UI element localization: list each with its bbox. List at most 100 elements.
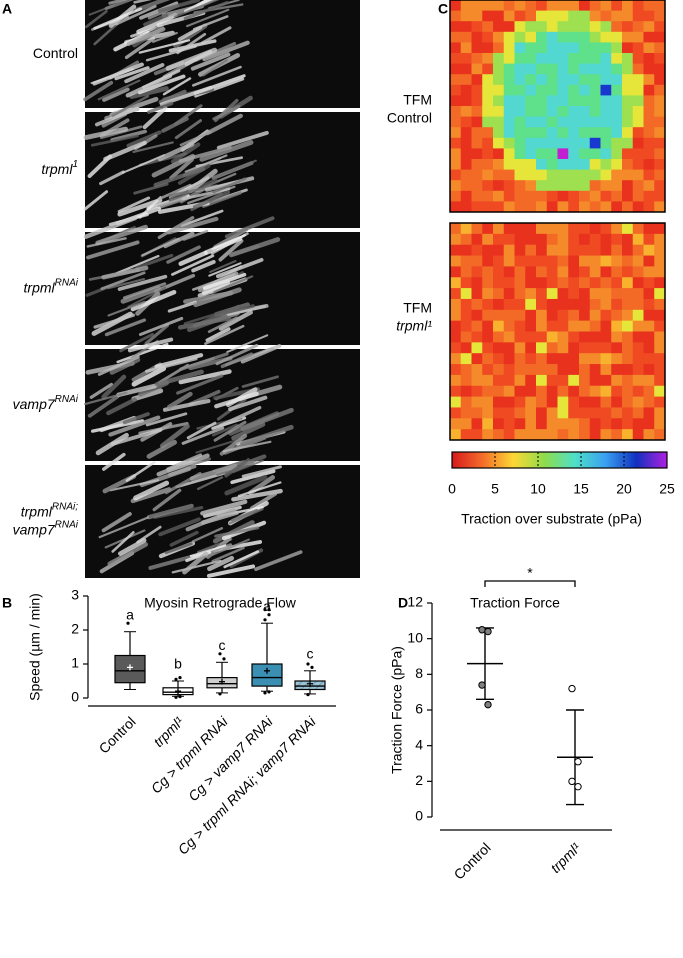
heat-cell — [557, 169, 569, 181]
heat-cell — [546, 106, 558, 118]
streak — [176, 374, 224, 395]
heat-cell — [568, 342, 580, 354]
heatmap — [449, 0, 666, 213]
heat-cell — [589, 266, 601, 278]
heat-cell — [514, 106, 526, 118]
heat-cell — [600, 364, 612, 376]
heat-cell — [611, 364, 623, 376]
streak — [83, 215, 138, 239]
heat-cell — [600, 385, 612, 398]
heat-cell — [589, 42, 601, 54]
heat-cell — [557, 116, 569, 128]
heat-cell — [579, 0, 591, 12]
heat-cell — [643, 309, 655, 322]
heat-cell — [546, 374, 558, 387]
outlier — [263, 691, 267, 695]
heat-cell — [482, 429, 494, 441]
heat-cell — [632, 396, 644, 408]
heat-cell — [589, 298, 601, 311]
heat-cell — [503, 116, 515, 128]
heat-cell — [600, 74, 612, 86]
heat-cell — [525, 407, 537, 419]
streak — [212, 104, 241, 121]
heat-cell — [460, 385, 472, 398]
heat-cell — [503, 244, 515, 257]
heat-cell — [622, 331, 634, 343]
heat-cell — [450, 288, 462, 300]
heat-cell — [654, 84, 666, 96]
heat-cell — [643, 320, 655, 332]
row-label: trpmlRNAi; — [21, 501, 78, 519]
heat-cell — [471, 277, 483, 289]
heat-cell — [482, 31, 494, 43]
heat-cell — [493, 0, 505, 12]
heat-cell — [450, 84, 462, 96]
heat-cell — [611, 84, 623, 96]
streak — [178, 145, 232, 163]
streak — [157, 196, 188, 209]
heat-cell — [536, 53, 548, 65]
heat-cell — [622, 255, 634, 267]
heat-cell — [471, 353, 483, 365]
heat-cell — [611, 309, 623, 322]
heat-cell — [503, 42, 515, 54]
heat-cell — [514, 63, 526, 75]
streak — [95, 224, 148, 246]
heat-cell — [568, 266, 580, 278]
streak — [143, 13, 169, 27]
heat-cell — [600, 429, 612, 441]
heat-cell — [525, 396, 537, 408]
heat-cell — [568, 148, 580, 160]
heat-cell — [568, 364, 580, 376]
streak — [154, 369, 204, 387]
heat-cell — [557, 53, 569, 65]
heat-cell — [514, 342, 526, 354]
heat-cell — [557, 148, 569, 160]
heat-cell — [450, 53, 462, 65]
chart-title: Traction Force — [470, 595, 560, 611]
streak — [86, 240, 140, 260]
streak — [108, 415, 161, 437]
heat-cell — [557, 309, 569, 322]
heat-cell — [622, 159, 634, 171]
heat-cell — [525, 255, 537, 267]
heatmap-frame — [449, 0, 666, 213]
heat-cell — [536, 418, 548, 430]
heat-cell — [568, 201, 580, 213]
kymograph — [83, 0, 360, 108]
heat-cell — [536, 353, 548, 365]
streak — [119, 332, 154, 353]
heat-cell — [546, 127, 558, 139]
kymograph — [85, 452, 360, 578]
heat-cell — [589, 169, 601, 181]
data-point — [478, 681, 486, 689]
heat-cell — [579, 74, 591, 86]
heat-cell — [482, 320, 494, 332]
streak — [93, 313, 136, 329]
heat-cell — [450, 148, 462, 160]
heat-cell — [546, 53, 558, 65]
heat-cell — [589, 396, 601, 408]
heat-cell — [589, 53, 601, 65]
streak — [158, 89, 187, 105]
heat-cell — [579, 169, 591, 181]
heat-cell — [611, 180, 623, 192]
heat-cell — [525, 266, 537, 278]
heat-cell — [450, 74, 462, 86]
heat-cell — [450, 180, 462, 192]
streak — [144, 323, 170, 345]
heat-cell — [514, 74, 526, 86]
outlier — [174, 695, 178, 699]
heat-cell — [568, 244, 580, 257]
heat-cell — [632, 74, 644, 86]
streak — [250, 491, 278, 511]
heat-cell — [514, 233, 526, 246]
heat-cell — [611, 63, 623, 75]
heat-cell — [568, 42, 580, 54]
heat-cell — [622, 407, 634, 419]
heat-cell — [654, 31, 666, 43]
heat-cell — [503, 385, 515, 398]
heat-cell — [503, 106, 515, 118]
heat-cell — [503, 10, 515, 22]
heat-cell — [579, 53, 591, 65]
